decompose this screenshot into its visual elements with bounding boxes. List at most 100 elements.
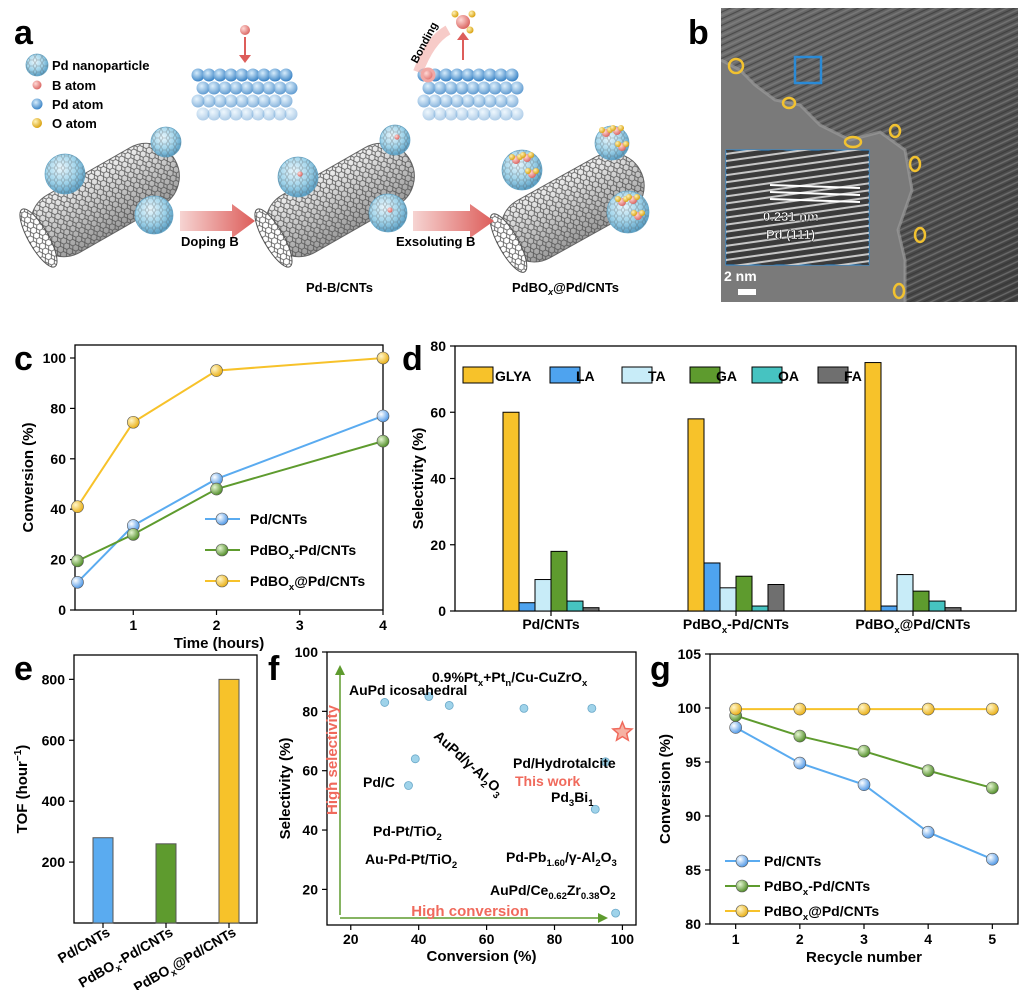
lattice-spacing-label: 0.231 nm	[763, 209, 819, 224]
y-tick-label: 100	[678, 700, 702, 716]
pd-atom	[461, 68, 475, 82]
y-axis-label-main: TOF (hour	[14, 761, 31, 833]
panel-letter-b: b	[688, 14, 709, 52]
legend-label: Pd/CNTs	[764, 853, 822, 869]
y-tick-label: 60	[430, 404, 446, 420]
legend-label-pd-nanoparticle: Pd nanoparticle	[52, 58, 150, 73]
pd-slab-2	[417, 68, 524, 121]
pd-atom	[284, 81, 298, 95]
legend-label-pre: Pd/CNTs	[250, 511, 308, 527]
category-label-post: -Pd/CNTs	[114, 924, 176, 969]
schematic-legend: Pd nanoparticle B atom Pd atom O atom	[25, 53, 150, 131]
literature-point	[587, 703, 597, 713]
x-tick-label: 4	[924, 931, 932, 947]
y-tick-label: 100	[295, 644, 319, 660]
pd-atom	[229, 81, 243, 95]
x-tick-label: 2	[796, 931, 804, 947]
legend-marker	[215, 543, 229, 557]
y-tick-label: 60	[302, 763, 318, 779]
y-tick-label: 40	[430, 471, 446, 487]
legend-swatch	[751, 366, 783, 384]
data-point	[729, 721, 742, 734]
bar-fa	[944, 607, 962, 612]
pd-atom	[213, 68, 227, 82]
nanotube-end-lattice	[19, 208, 58, 268]
panel-letter-g: g	[650, 650, 671, 688]
pd-atom	[273, 107, 287, 121]
doping-arrow: Doping B	[180, 204, 255, 249]
legend-label-post: -Pd/CNTs	[808, 878, 870, 894]
panel-letter-e: e	[14, 650, 33, 688]
plot-frame	[74, 344, 384, 611]
scatter-annotation-sub3: 2	[610, 891, 615, 902]
bar-ta	[896, 574, 914, 612]
pd-atom	[472, 68, 486, 82]
tem-boron-marker	[843, 135, 863, 149]
scatter-annotation-sub: 3	[569, 798, 574, 809]
bar-ga	[735, 575, 753, 612]
tem-boron-marker	[727, 57, 745, 75]
category-label: Pd/CNTs	[522, 616, 580, 632]
pd-atom	[246, 94, 260, 108]
scatter-annotation-sub3: 3	[612, 858, 617, 869]
b-atom	[394, 134, 400, 140]
scatter-annotation-sub: 2	[478, 779, 489, 791]
tem-boron-marker	[892, 282, 906, 300]
scatter-annotation-pre: 0.9%Pt	[432, 669, 478, 685]
y-tick-label: 100	[43, 350, 67, 366]
pd-nanoparticles	[44, 124, 650, 235]
data-point	[71, 575, 84, 589]
scatter-annotation-post: O	[599, 882, 610, 898]
pd-atom	[279, 68, 293, 82]
tem-inset: 0.231 nm Pd (111)	[725, 149, 870, 266]
bar-glya	[687, 418, 705, 612]
scatter-annotation: Pd-Pb1.60/γ-Al2O3	[506, 849, 617, 869]
y-tick-label: 80	[430, 338, 446, 354]
high-conversion-label: High conversion	[411, 903, 529, 920]
o-atom	[634, 194, 640, 200]
nanotube-end-lattice	[254, 208, 293, 268]
legend-label: FA	[844, 368, 862, 384]
carbon-nanotube-2	[254, 142, 415, 268]
bar-fa	[767, 584, 785, 612]
category-label: PdBOx@Pd/CNTs	[131, 924, 241, 990]
y-tick-label: 40	[302, 822, 318, 838]
bar-oa	[751, 605, 769, 612]
high-selectivity-label: High selectivity	[324, 704, 341, 815]
exsoluting-b-label: Exsoluting B	[396, 234, 475, 249]
category-label-pre: PdBO	[855, 616, 894, 632]
y-tick-label: 600	[42, 732, 66, 748]
pd-atom	[483, 68, 497, 82]
bar-la	[880, 605, 898, 612]
scatter-annotation: 0.9%Ptx+Ptn/Cu-CuZrOx	[432, 669, 588, 689]
pd-atom	[257, 68, 271, 82]
nanotube-body	[19, 142, 180, 268]
pd-nanoparticle-lattice	[135, 196, 173, 234]
pd-atom	[483, 94, 497, 108]
scatter-annotation-pre: AuPd/γ-Al	[431, 727, 491, 784]
pd-atom	[455, 81, 469, 95]
x-tick-label: 1	[129, 617, 137, 633]
selectivity-conversion-scatter: 20 40 60 80 100 20 40 60 80 100 Conversion (%) Sele…	[277, 644, 637, 965]
pd-atom	[224, 68, 238, 82]
scatter-annotation-sub2: 1	[588, 798, 594, 809]
legend-label-pd-atom: Pd atom	[52, 97, 103, 112]
pd-atom	[273, 81, 287, 95]
scatter-annotation: AuPd/Ce0.62Zr0.38O2	[490, 882, 616, 902]
x-tick-label: 3	[296, 617, 304, 633]
y-tick-label: 80	[685, 916, 701, 932]
nanotube-end-lattice	[490, 213, 527, 273]
data-point	[986, 781, 999, 795]
pd-atom	[268, 94, 282, 108]
legend-label-post: @Pd/CNTs	[808, 903, 879, 919]
pd-nanoparticle-lattice	[380, 125, 410, 155]
tem-scalebar-label: 2 nm	[724, 268, 757, 284]
x-tick-label: 4	[379, 617, 387, 633]
legend-marker	[735, 854, 749, 868]
pd-atom	[235, 68, 249, 82]
literature-point	[444, 701, 454, 710]
b-atom	[387, 207, 393, 213]
category-label-pre: PdBO	[76, 957, 118, 990]
y-tick-label: 20	[430, 537, 446, 553]
